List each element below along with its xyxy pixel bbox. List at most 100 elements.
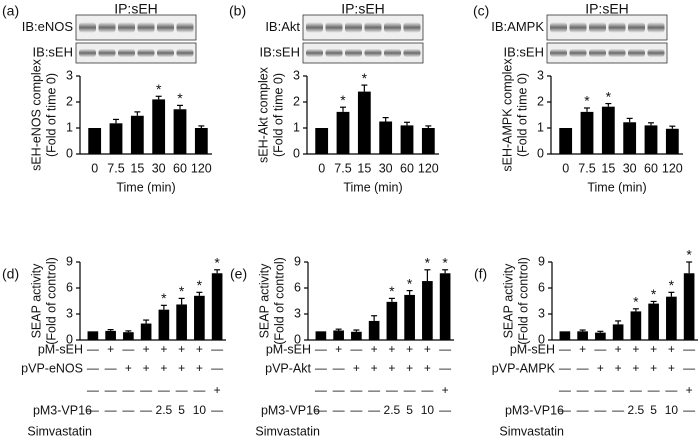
condition-value: + bbox=[632, 342, 639, 356]
condition-label: Simvastatin bbox=[27, 424, 92, 438]
significance-mark: * bbox=[362, 70, 368, 86]
condition-value: + bbox=[371, 342, 378, 356]
bar bbox=[580, 111, 594, 154]
x-tick-label: 0 bbox=[562, 161, 569, 175]
blot-band bbox=[589, 22, 606, 33]
blot-band bbox=[157, 22, 174, 33]
blot-band bbox=[345, 49, 362, 57]
significance-mark: * bbox=[584, 93, 590, 109]
blot-band bbox=[306, 22, 323, 33]
blot-title: IP:sEH bbox=[114, 1, 158, 17]
y-tick-label: 6 bbox=[538, 280, 545, 294]
blot-band bbox=[608, 22, 626, 33]
blot-label: IB:eNOS bbox=[22, 19, 74, 34]
blot-title: IP:sEH bbox=[341, 1, 385, 17]
condition-value: — bbox=[105, 403, 117, 417]
condition-label: pM3-VP16 bbox=[505, 403, 564, 417]
bar bbox=[665, 128, 679, 154]
condition-value: 10 bbox=[193, 403, 207, 417]
x-tick-label: 30 bbox=[152, 161, 166, 175]
y-tick-label: 2 bbox=[66, 94, 73, 108]
blot-band bbox=[569, 22, 587, 33]
condition-value: + bbox=[442, 383, 449, 397]
condition-value: — bbox=[315, 383, 327, 397]
bar bbox=[87, 331, 99, 340]
condition-value: + bbox=[597, 361, 604, 375]
condition-value: — bbox=[577, 403, 589, 417]
condition-value: + bbox=[650, 342, 657, 356]
significance-mark: * bbox=[340, 92, 346, 108]
bar bbox=[559, 331, 571, 340]
blot-band bbox=[306, 49, 323, 57]
bar bbox=[422, 281, 433, 340]
y-tick-label: 1 bbox=[66, 120, 73, 134]
bar bbox=[612, 324, 624, 340]
blot-band bbox=[325, 22, 343, 33]
condition-value: — bbox=[87, 383, 99, 397]
x-tick-label: 15 bbox=[130, 161, 144, 175]
condition-label: pM-sEH bbox=[266, 342, 311, 356]
blot-band bbox=[176, 49, 194, 57]
condition-value: — bbox=[140, 403, 152, 417]
blot-band bbox=[628, 49, 645, 57]
condition-value: + bbox=[424, 342, 431, 356]
blot-band bbox=[550, 22, 567, 33]
bar bbox=[88, 128, 102, 154]
y-axis-label: (Fold of time 0) bbox=[271, 73, 285, 157]
y-axis-label: SEAP activity bbox=[257, 263, 271, 339]
y-tick-label: 3 bbox=[66, 306, 73, 320]
y-tick-label: 0 bbox=[66, 332, 73, 346]
condition-value: — bbox=[122, 383, 134, 397]
bar bbox=[368, 320, 380, 340]
bar bbox=[173, 109, 187, 154]
significance-mark: * bbox=[633, 294, 639, 310]
blot-band bbox=[118, 49, 135, 57]
condition-value: — bbox=[176, 383, 188, 397]
bar bbox=[351, 331, 362, 340]
condition-value: — bbox=[87, 342, 99, 356]
bar bbox=[648, 303, 659, 340]
condition-value: + bbox=[388, 361, 395, 375]
bar bbox=[333, 330, 344, 340]
significance-mark: * bbox=[407, 275, 413, 291]
bar bbox=[140, 323, 152, 340]
condition-value: + bbox=[178, 342, 185, 356]
condition-value: — bbox=[648, 383, 660, 397]
y-axis-label: sEH-eNOS complex bbox=[29, 58, 43, 171]
bar bbox=[421, 128, 435, 154]
y-tick-label: 6 bbox=[66, 280, 73, 294]
condition-value: + bbox=[196, 342, 203, 356]
y-tick-label: 3 bbox=[538, 306, 545, 320]
blot-band bbox=[98, 22, 116, 33]
bar bbox=[194, 295, 205, 340]
condition-value: 5 bbox=[650, 403, 657, 417]
condition-value: + bbox=[406, 342, 413, 356]
y-axis-label: (Fold of control) bbox=[44, 257, 58, 345]
condition-label: Simvastatin bbox=[255, 424, 320, 438]
y-axis-label: SEAP activity bbox=[29, 263, 43, 339]
blot-label: IB:sEH bbox=[260, 44, 300, 59]
condition-value: — bbox=[350, 383, 362, 397]
y-axis-label: (Fold of control) bbox=[516, 257, 530, 345]
condition-value: — bbox=[368, 383, 380, 397]
bar bbox=[601, 106, 615, 154]
bar bbox=[595, 332, 606, 340]
condition-value: — bbox=[140, 383, 152, 397]
condition-value: 2.5 bbox=[628, 403, 645, 417]
x-tick-label: 60 bbox=[644, 161, 658, 175]
blot-band bbox=[325, 49, 343, 57]
condition-value: — bbox=[594, 342, 606, 356]
panel-label: (d) bbox=[2, 266, 19, 282]
bar bbox=[386, 301, 398, 340]
bar bbox=[577, 331, 588, 340]
condition-value: — bbox=[386, 383, 398, 397]
condition-label: Simvastatin bbox=[499, 424, 564, 438]
bar bbox=[109, 123, 123, 154]
condition-label: pVP-eNOS bbox=[21, 361, 83, 375]
condition-value: — bbox=[333, 383, 345, 397]
condition-value: — bbox=[612, 403, 624, 417]
condition-value: 10 bbox=[665, 403, 679, 417]
y-tick-label: 3 bbox=[66, 68, 73, 82]
y-tick-label: 9 bbox=[538, 254, 545, 268]
